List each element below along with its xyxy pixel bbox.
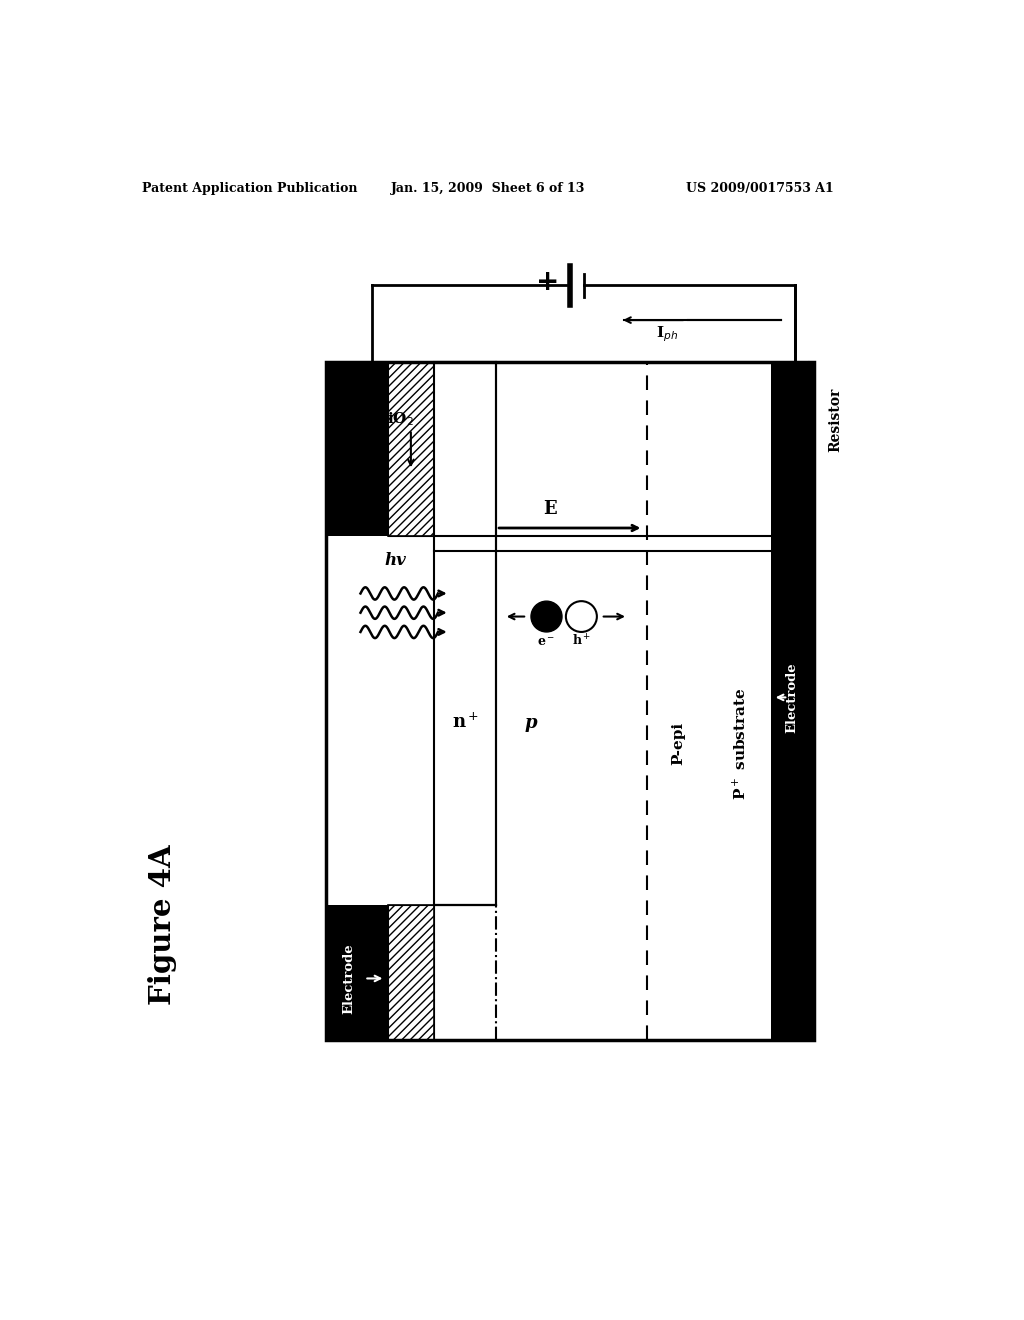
Bar [647, 363, 771, 1040]
Text: US 2009/0017553 A1: US 2009/0017553 A1 [685, 182, 834, 194]
Text: Electrode: Electrode [342, 942, 355, 1014]
Bar [434, 363, 496, 906]
Text: p: p [524, 714, 538, 733]
Text: Figure 4A: Figure 4A [148, 845, 177, 1006]
Text: Electrode: Electrode [785, 663, 799, 733]
Text: Patent Application Publication: Patent Application Publication [142, 182, 357, 194]
Bar [326, 363, 388, 536]
Bar [771, 363, 814, 1040]
Bar [388, 363, 434, 536]
Bar [326, 906, 388, 1040]
Bar [496, 363, 647, 1040]
Circle shape [531, 601, 562, 632]
Text: Jan. 15, 2009  Sheet 6 of 13: Jan. 15, 2009 Sheet 6 of 13 [391, 182, 586, 194]
Bar [326, 363, 814, 1040]
Text: P-epi: P-epi [672, 722, 685, 766]
Bar [388, 363, 434, 536]
Text: h$^+$: h$^+$ [571, 634, 591, 649]
Text: P$^+$ substrate: P$^+$ substrate [731, 688, 749, 800]
Text: e$^-$: e$^-$ [538, 636, 556, 649]
Bar [388, 906, 434, 1040]
Text: I$_{ph}$: I$_{ph}$ [655, 325, 678, 343]
Bar [326, 363, 814, 1040]
Text: SiO$_2$: SiO$_2$ [377, 411, 415, 428]
Text: +: + [537, 268, 560, 296]
Bar [388, 906, 434, 1040]
Text: E: E [544, 500, 557, 519]
Text: hv: hv [384, 552, 407, 569]
Circle shape [566, 601, 597, 632]
Text: n$^+$: n$^+$ [452, 713, 478, 733]
Text: Resistor: Resistor [827, 388, 842, 453]
